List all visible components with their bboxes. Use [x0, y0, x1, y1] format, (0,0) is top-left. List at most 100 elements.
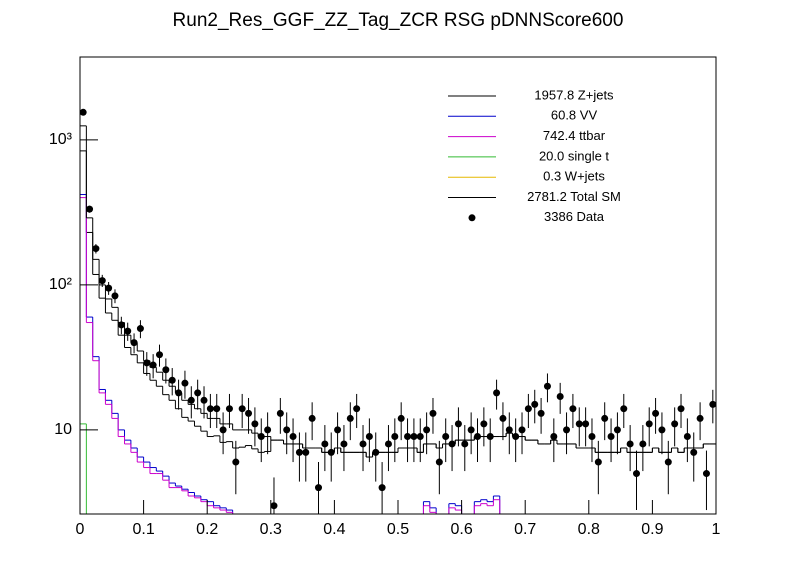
- data-point: [639, 440, 647, 448]
- data-point: [168, 376, 176, 384]
- data-point: [416, 433, 424, 441]
- data-point: [276, 409, 284, 417]
- data-point: [175, 389, 183, 397]
- data-point: [257, 433, 265, 441]
- data-point: [486, 433, 494, 441]
- data-point: [232, 458, 240, 466]
- y-tick-label: 10³: [49, 131, 73, 148]
- data-point: [461, 440, 469, 448]
- data-point: [346, 414, 354, 422]
- data-point: [194, 389, 202, 397]
- chart-title: Run2_Res_GGF_ZZ_Tag_ZCR RSG pDNNScore600: [173, 10, 624, 31]
- data-point: [219, 426, 227, 434]
- y-tick-label: 10²: [49, 276, 73, 293]
- data-point: [321, 440, 329, 448]
- data-point: [206, 405, 214, 413]
- data-point: [156, 351, 163, 359]
- data-point: [245, 409, 253, 417]
- data-point: [353, 405, 361, 413]
- data-point: [569, 405, 577, 413]
- legend-label: 60.8 VV: [551, 108, 598, 123]
- data-point: [683, 433, 691, 441]
- data-point: [505, 426, 513, 434]
- data-point: [404, 433, 412, 441]
- data-point: [474, 433, 481, 441]
- data-point: [696, 414, 704, 422]
- data-point: [664, 458, 672, 466]
- legend-label: 3386 Data: [544, 209, 605, 224]
- data-point: [283, 426, 291, 434]
- data-point: [524, 405, 532, 413]
- data-point: [633, 470, 640, 478]
- data-point: [391, 433, 399, 441]
- legend-label: 1957.8 Z+jets: [534, 87, 614, 102]
- data-point: [200, 396, 208, 404]
- legend-label: 742.4 ttbar: [543, 128, 606, 143]
- x-tick-label: 0.9: [641, 521, 663, 538]
- data-point: [378, 484, 386, 492]
- data-point: [181, 379, 189, 387]
- data-point: [671, 420, 679, 428]
- data-point: [435, 458, 443, 466]
- data-point: [499, 414, 507, 422]
- data-point: [111, 292, 119, 300]
- data-point: [702, 470, 710, 478]
- legend-label: 0.3 W+jets: [543, 169, 605, 184]
- data-point: [543, 382, 551, 390]
- data-point: [537, 409, 545, 417]
- data-point: [518, 426, 526, 434]
- data-point: [607, 433, 615, 441]
- legend-label: 20.0 single t: [539, 148, 609, 163]
- data-point: [429, 409, 437, 417]
- data-point: [238, 405, 246, 413]
- data-point: [626, 440, 634, 448]
- x-tick-label: 0.1: [132, 521, 154, 538]
- data-point: [384, 440, 392, 448]
- data-point: [80, 108, 87, 116]
- data-point: [645, 420, 653, 428]
- data-point: [105, 284, 113, 292]
- data-point: [690, 448, 698, 456]
- data-point: [709, 400, 716, 408]
- data-point: [372, 448, 380, 456]
- data-point: [575, 420, 583, 428]
- data-point: [397, 414, 405, 422]
- data-point: [187, 396, 195, 404]
- y-tick-label: 10: [54, 421, 72, 438]
- data-point: [264, 426, 272, 434]
- data-point: [601, 414, 609, 422]
- x-tick-label: 0.5: [387, 521, 409, 538]
- data-point: [92, 245, 100, 253]
- data-point: [270, 502, 278, 510]
- data-point: [454, 420, 462, 428]
- data-point: [442, 433, 450, 441]
- data-point: [594, 458, 602, 466]
- x-tick-label: 0.2: [196, 521, 218, 538]
- data-point: [588, 433, 596, 441]
- data-point: [308, 414, 316, 422]
- data-point: [225, 405, 233, 413]
- data-point: [620, 405, 628, 413]
- data-point: [677, 405, 685, 413]
- x-tick-label: 0.8: [578, 521, 600, 538]
- data-point: [130, 339, 138, 347]
- data-point: [315, 484, 322, 492]
- x-tick-label: 1: [712, 521, 721, 538]
- data-point: [365, 433, 373, 441]
- data-point: [550, 433, 558, 441]
- data-point: [563, 426, 571, 434]
- data-point: [467, 426, 475, 434]
- data-point: [289, 433, 297, 441]
- data-point: [410, 433, 418, 441]
- data-point: [480, 420, 488, 428]
- data-point: [512, 433, 520, 441]
- data-point: [613, 426, 621, 434]
- data-point: [251, 420, 259, 428]
- legend-label: 2781.2 Total SM: [527, 189, 621, 204]
- data-point: [448, 440, 456, 448]
- data-point: [136, 325, 144, 333]
- data-point: [162, 366, 170, 374]
- data-point: [658, 426, 666, 434]
